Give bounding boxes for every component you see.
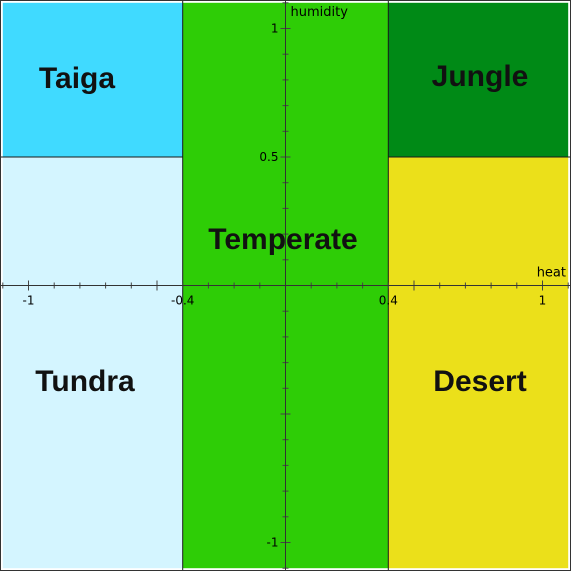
region-label-taiga: Taiga: [39, 62, 115, 95]
y-axis-title: humidity: [291, 5, 349, 20]
x-tick-label: 1: [539, 294, 547, 308]
region-tundra: [2, 157, 183, 569]
region-taiga: [2, 2, 183, 157]
region-label-tundra: Tundra: [35, 365, 135, 398]
x-tick-label: 0.4: [379, 294, 398, 308]
y-tick-label: 0.5: [259, 150, 278, 164]
y-tick-label: 1: [271, 22, 279, 36]
region-jungle: [388, 2, 569, 157]
region-label-temperate: Temperate: [208, 223, 358, 256]
label-layer: -1 -0.4 0.4 1 1 0.5 -1 heat humidity Taiga Tundra T…: [23, 5, 566, 550]
region-label-jungle: Jungle: [432, 60, 529, 93]
x-tick-label: -1: [23, 294, 35, 308]
x-axis-title: heat: [537, 266, 566, 281]
x-tick-label: -0.4: [171, 294, 194, 308]
region-desert: [388, 157, 569, 569]
y-tick-label: -1: [267, 536, 279, 550]
region-label-desert: Desert: [433, 365, 526, 398]
